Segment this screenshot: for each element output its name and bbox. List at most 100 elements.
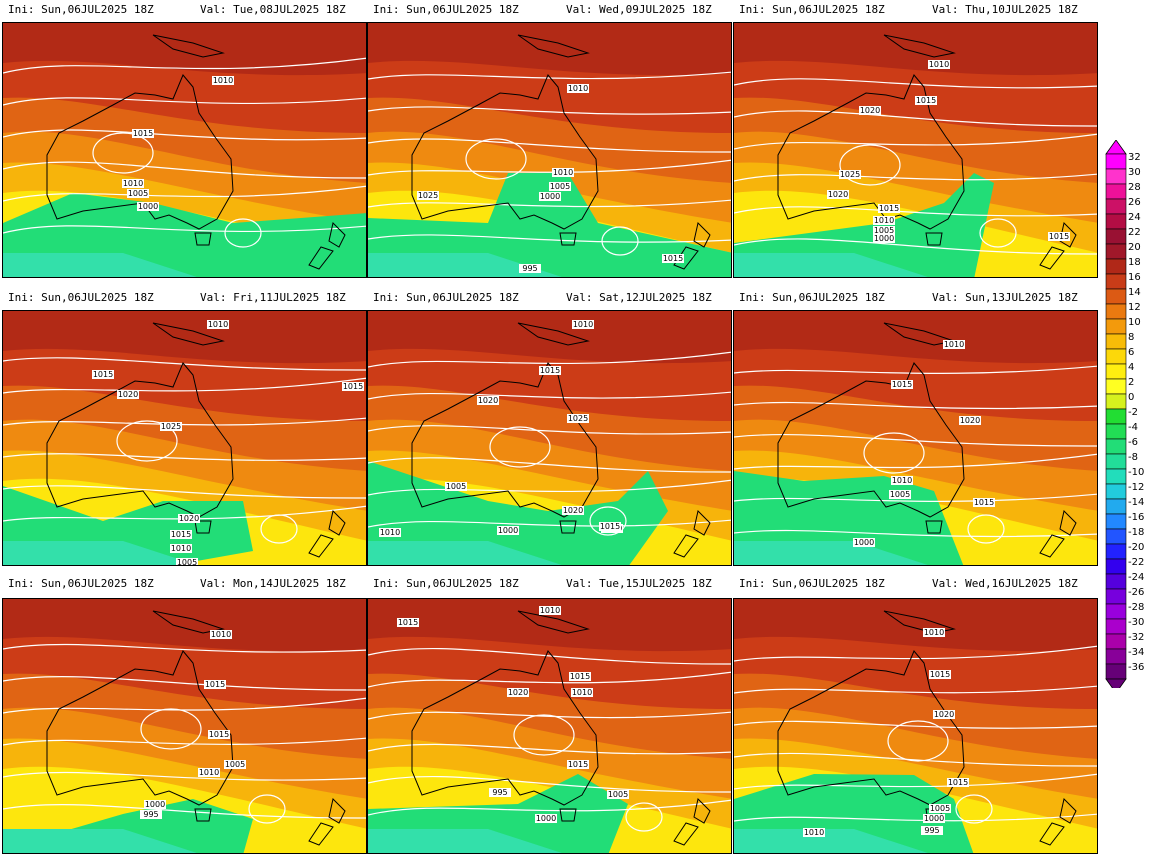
isobar-line — [3, 697, 366, 714]
isobar-label: 995 — [492, 788, 507, 797]
map-panel-1: 1010 1015 1010 1005 1000 — [2, 22, 367, 278]
nz-north-coastline — [328, 798, 346, 824]
isobar-label-bg — [803, 828, 825, 837]
colorbar-tick-label: 20 — [1128, 242, 1141, 253]
colorbar-swatch — [1105, 408, 1127, 425]
isobar-label-bg — [1048, 232, 1070, 241]
colorbar-tick-label: -8 — [1128, 452, 1138, 463]
colorbar-swatch — [1105, 168, 1127, 185]
colorbar-tick-label: -30 — [1128, 617, 1145, 628]
isobar-line — [887, 720, 949, 762]
png-coastline — [517, 322, 590, 346]
isobar-label-bg — [928, 60, 950, 69]
panel-1-valid: Val: Tue,08JUL2025 18Z — [200, 3, 346, 16]
isobar-line — [368, 457, 731, 473]
isobar-line — [734, 433, 1097, 447]
isobar-line — [601, 226, 639, 256]
isobar-label: 1010 — [924, 628, 944, 637]
isobar-label: 1015 — [948, 778, 968, 787]
isobar-line — [368, 138, 731, 153]
isobar-label: 1010 — [804, 828, 824, 837]
isobar-label: 1015 — [171, 530, 191, 539]
isobar-line — [368, 106, 731, 115]
colorbar-swatch — [1105, 348, 1127, 365]
colorbar-tick-label: -22 — [1128, 557, 1145, 568]
colorbar-tick-label: -34 — [1128, 647, 1145, 658]
colorbar-tick-label: 28 — [1128, 182, 1141, 193]
isobar-label-bg — [607, 790, 629, 799]
png-coastline — [517, 610, 590, 634]
isobar-label-bg — [489, 788, 511, 797]
colorbar-tick-label: 6 — [1128, 347, 1135, 358]
isobar-label: 1010 — [573, 320, 593, 329]
colorbar-min-arrow — [1105, 678, 1127, 688]
isobar-label: 1015 — [663, 254, 683, 263]
isobar-line — [3, 357, 366, 371]
temperature-band — [3, 541, 197, 565]
colorbar-swatch — [1105, 633, 1127, 650]
isobar-line — [734, 78, 1097, 89]
isobar-line — [368, 479, 731, 496]
isobar-label: 1000 — [540, 192, 560, 201]
isobar-label: 1015 — [133, 129, 153, 138]
colorbar-tick-label: 4 — [1128, 362, 1135, 373]
panel-5-ini: Ini: Sun,06JUL2025 18Z — [373, 291, 519, 304]
isobar-line — [368, 799, 731, 816]
nz-south-coastline — [673, 822, 699, 846]
isobar-label: 1010 — [892, 476, 912, 485]
isobar-line — [3, 377, 366, 394]
colorbar-swatch — [1105, 468, 1127, 485]
isobar-label-bg — [552, 168, 574, 177]
australia-coastline — [411, 650, 599, 806]
temperature-field: 1010 1015 1020 1010 1005 1015 1000 — [734, 311, 1097, 565]
colorbar-tick-label: 18 — [1128, 257, 1141, 268]
tasmania-coastline — [559, 808, 577, 822]
isobar-label: 1010 — [199, 768, 219, 777]
isobar-label: 1005 — [550, 182, 570, 191]
colorbar-tick-label: -16 — [1128, 512, 1145, 523]
colorbar-swatch — [1105, 153, 1127, 170]
isobar-line — [3, 485, 366, 499]
isobar-line — [589, 506, 627, 536]
isobar-line — [368, 425, 731, 435]
colorbar-swatch — [1105, 603, 1127, 620]
isobar-label: 1020 — [860, 106, 880, 115]
isobar-line — [260, 514, 298, 544]
isobar-label: 1010 — [572, 688, 592, 697]
isobar-label-bg — [839, 170, 861, 179]
isobar-label: 1025 — [568, 414, 588, 423]
isobar-line — [734, 401, 1097, 410]
isobar-line — [3, 453, 366, 461]
colorbar-tick-label: 24 — [1128, 212, 1141, 223]
panel-3-valid: Val: Thu,10JUL2025 18Z — [932, 3, 1078, 16]
isobar-label: 1015 — [1049, 232, 1069, 241]
colorbar-tick-label: -32 — [1128, 632, 1145, 643]
isobar-label: 1000 — [924, 814, 944, 823]
isobar-label-bg — [562, 506, 584, 515]
colorbar-swatch — [1105, 318, 1127, 335]
nz-north-coastline — [1059, 510, 1077, 536]
isobar-line — [734, 685, 1097, 694]
isobar-label-bg — [973, 498, 995, 507]
isobar-line — [3, 225, 366, 234]
isobar-label: 1025 — [418, 191, 438, 200]
nz-north-coastline — [328, 510, 346, 536]
isobar-label: 1010 — [568, 84, 588, 93]
isobar-line — [734, 773, 1097, 790]
tasmania-coastline — [194, 520, 212, 534]
isobar-label-bg — [891, 380, 913, 389]
isobar-line — [248, 794, 286, 824]
panel-4-ini: Ini: Sun,06JUL2025 18Z — [8, 291, 154, 304]
colorbar-swatch — [1105, 378, 1127, 395]
isobar-label: 1020 — [563, 506, 583, 515]
tasmania-coastline — [194, 232, 212, 246]
colorbar-tick-label: -18 — [1128, 527, 1145, 538]
isobar-line — [734, 645, 1097, 662]
colorbar-swatch — [1105, 333, 1127, 350]
colorbar-tick-label: -28 — [1128, 602, 1145, 613]
isobar-label-bg — [947, 778, 969, 787]
isobar-label: 1015 — [892, 380, 912, 389]
